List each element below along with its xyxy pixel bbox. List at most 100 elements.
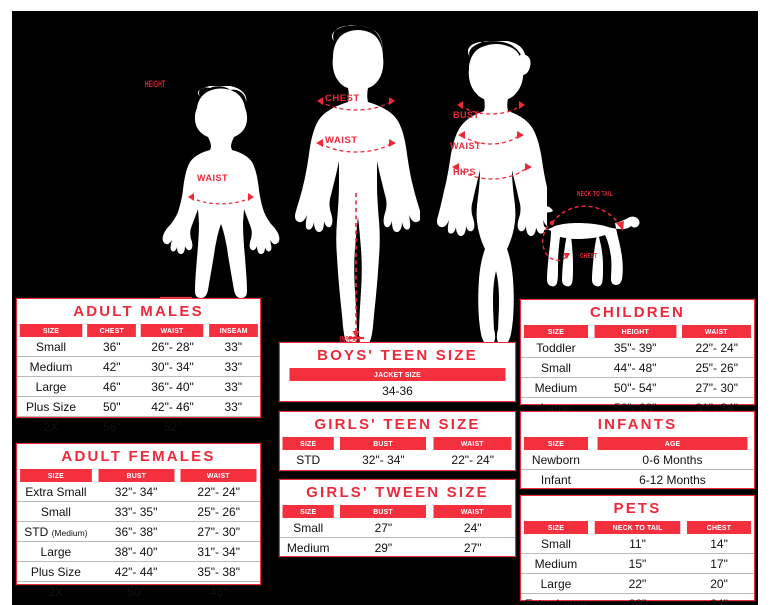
cell-size: Large [17,541,95,562]
cell-size: Extra Large [521,593,591,605]
col-size: SIZE [523,325,589,338]
col-height: HEIGHT [594,325,676,338]
cell-waist: 24" [463,520,482,535]
table-girls-teen: GIRLS' TEEN SIZE SIZE BUST WAIST STD 32"… [279,411,516,471]
table-row: Infant 6-12 Months [521,469,754,489]
table-row: Small 36" 26"- 28" 33" [17,337,260,357]
col-age: AGE [597,437,748,450]
table-row: Small 11" 14" [521,534,754,554]
female-bust-label: BUST [453,110,480,120]
child-waist-label: WAIST [197,173,228,183]
table-header-row: SIZE BUST WAIST [280,437,515,450]
table-pets: PETS SIZE NECK TO TAIL CHEST Small 11" 1… [520,495,755,605]
table-header-row: SIZE BUST WAIST [280,505,515,518]
col-bust: BUST [340,437,427,450]
col-size: SIZE [19,324,83,337]
cell-age: 6-12 Months [590,469,754,489]
col-size: SIZE [20,469,92,482]
girls-teen-table: SIZE BUST WAIST STD 32"- 34" 22"- 24" [280,437,515,469]
female-hips-label: HIPS [453,167,477,177]
table-row: Toddler 35"- 39" 22"- 24" [521,338,754,358]
table-title: INFANTS [521,412,754,437]
size-chart-board: HEIGHT WAIST CHEST WAIST INSEAM [12,11,758,605]
cell-waist: 22"- 24" [695,340,738,355]
male-waist-label: WAIST [325,135,358,146]
table-row: Medium 42" 30"- 34" 33" [17,356,260,377]
cell-size: Newborn [531,452,580,467]
cell-height: 44"- 48" [590,357,680,378]
cell-neck-to-tail: 28" [590,593,685,605]
table-row: Extra Small 32"- 34" 22"- 24" [17,482,260,502]
table-row: Plus Size 42"- 44" 35"- 38" [17,561,260,582]
cell-size: Small [521,357,591,378]
table-header-row: SIZE BUST WAIST [17,469,260,482]
cell-size: Small [293,520,324,535]
girls-tween-table: SIZE BUST WAIST Small 27" 24" Medium 29"… [280,505,515,557]
cell-jacket-size: 34-36 [382,383,413,398]
cell-inseam [206,416,260,436]
table-row: Large 22" 20" [521,573,754,594]
adult-females-table: SIZE BUST WAIST Extra Small 32"- 34" 22"… [17,469,260,601]
female-figure [437,41,547,344]
cell-waist: 27"- 30" [177,521,260,542]
cell-height: 50"- 54" [590,377,680,398]
cell-size: Large [17,376,86,397]
col-size: SIZE [282,505,335,518]
table-title: ADULT MALES [17,299,260,324]
col-jacket-size: JACKET SIZE [289,368,506,381]
cell-inseam: 33" [206,396,260,417]
table-boys-teen: BOYS' TEEN SIZE JACKET SIZE 34-36 [279,342,516,402]
col-waist: WAIST [141,324,204,337]
table-header-row: SIZE AGE [521,437,754,450]
col-waist: WAIST [433,505,512,518]
table-row: 2X 50" 43" [17,581,260,601]
boys-teen-table: JACKET SIZE 34-36 [280,368,515,400]
col-bust: BUST [98,469,175,482]
table-row: 2X 56" 52" [17,416,260,436]
cell-bust: 42"- 44" [94,561,178,582]
cell-chest: 50" [85,396,139,417]
table-adult-males: ADULT MALES SIZE CHEST WAIST INSEAM Smal… [16,298,261,436]
table-adult-females: ADULT FEMALES SIZE BUST WAIST Extra Smal… [16,443,261,601]
infants-table: SIZE AGE Newborn 0-6 Months Infant 6-12 … [521,437,754,489]
cell-waist: 30"- 34" [138,356,207,377]
cell-waist: 36"- 40" [138,376,207,397]
table-title: ADULT FEMALES [17,444,260,469]
table-title: GIRLS' TEEN SIZE [280,412,515,437]
col-neck-to-tail: NECK TO TAIL [594,521,681,534]
cell-size: Medium [280,537,337,557]
table-girls-tween: GIRLS' TWEEN SIZE SIZE BUST WAIST Small … [279,479,516,557]
table-title: GIRLS' TWEEN SIZE [280,480,515,505]
cell-bust: 29" [336,537,431,557]
table-title: CHILDREN [521,300,754,325]
table-header-row: SIZE CHEST WAIST INSEAM [17,324,260,337]
cell-waist: 26"- 28" [151,339,194,354]
female-waist-label: WAIST [450,141,481,151]
col-chest: CHEST [87,324,137,337]
table-title: BOYS' TEEN SIZE [280,343,515,368]
cell-size: Infant [521,469,591,489]
cell-chest: 24" [684,593,754,605]
col-waist: WAIST [433,437,512,450]
cell-waist: 52" [138,416,207,436]
table-header-row: SIZE NECK TO TAIL CHEST [521,521,754,534]
table-row: STD (Medium) 36"- 38" 27"- 30" [17,521,260,542]
cell-age: 0-6 Months [642,452,703,467]
table-row: Large 38"- 40" 31"- 34" [17,541,260,562]
cell-waist: 22"- 24" [197,484,240,499]
table-row: Newborn 0-6 Months [521,450,754,470]
child-figure [160,86,280,300]
cell-chest: 42" [85,356,139,377]
cell-inseam: 33" [206,356,260,377]
cell-bust: 32"- 34" [362,452,405,467]
cell-inseam: 33" [206,376,260,397]
col-inseam: INSEAM [208,324,258,337]
cell-waist: 35"- 38" [177,561,260,582]
children-table: SIZE HEIGHT WAIST Toddler 35"- 39" 22"- … [521,325,754,417]
cell-bust: 27" [374,520,393,535]
col-bust: BUST [340,505,427,518]
table-row: Medium 50"- 54" 27"- 30" [521,377,754,398]
dog-figure [526,198,640,287]
male-figure [295,25,420,345]
cell-bust: 32"- 34" [114,484,158,499]
